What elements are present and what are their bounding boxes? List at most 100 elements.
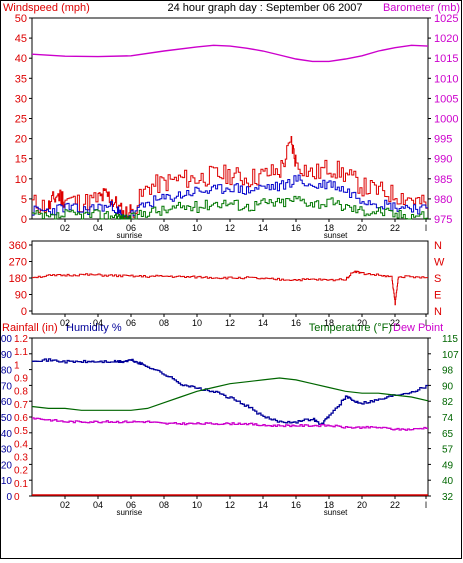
y-right-tick-label: 1020 [434,33,458,45]
rainfall-tick-label: 0.9 [14,374,28,385]
compass-label: S [434,273,441,285]
rainfall-tick-label: 0.3 [14,453,28,464]
y-left-tick-label: 40 [15,53,27,65]
x-tick-label: 08 [159,318,169,328]
rainfall-tick-label: 1 [14,360,20,371]
humidity-tick-label: 20 [1,460,13,471]
x-tick-label: l [425,318,427,328]
wind-average-line [32,174,428,220]
windspeed-axis-title: Windspeed (mph) [3,2,90,14]
y-left-tick-label: 0 [21,306,27,318]
rainfall-tick-label: 0.2 [14,466,28,477]
wind-direction-line [32,270,428,306]
rainfall-tick-label: 0 [14,492,20,503]
x-tick-label: 08 [159,223,169,233]
y-left-tick-label: 90 [15,290,27,302]
x-tick-label: 02 [60,223,70,233]
humidity-tick-label: 10 [1,476,13,487]
x-tick-label: l [425,223,427,233]
x-tick-label: 16 [291,500,301,510]
dewpoint-axis-title: Dew Point [393,322,443,334]
y-right-tick-label: 1025 [434,13,458,25]
x-tick-label: 04 [93,223,103,233]
y-left-tick-label: 10 [15,174,27,186]
sunset-label: sunset [324,508,348,517]
x-tick-label: 18 [324,223,334,233]
rainfall-tick-label: 0.7 [14,400,28,411]
compass-label: N [434,240,442,252]
temperature-tick-label: 98 [442,366,454,377]
y-left-tick-label: 180 [9,273,27,285]
humidity-tick-label: 80 [1,366,13,377]
humidity-tick-label: 70 [1,381,13,392]
y-right-tick-label: 1010 [434,73,458,85]
y-left-tick-label: 270 [9,257,27,269]
y-left-tick-label: 360 [9,240,27,252]
x-tick-label: 02 [60,500,70,510]
x-tick-label: 20 [357,223,367,233]
sunrise-label: sunrise [116,231,142,240]
x-tick-label: l [425,500,427,510]
temperature-tick-label: 82 [442,397,454,408]
rainfall-tick-label: 0.1 [14,479,28,490]
y-right-tick-label: 1015 [434,53,458,65]
humidity-tick-label: 100 [0,334,12,345]
wind-low-line [32,195,428,220]
x-tick-label: 22 [390,223,400,233]
x-tick-label: 14 [258,500,268,510]
x-tick-label: 12 [225,318,235,328]
y-right-tick-label: 980 [434,194,452,206]
x-tick-label: 18 [324,500,334,510]
temperature-tick-label: 90 [442,381,454,392]
x-tick-label: 14 [258,223,268,233]
x-tick-label: 02 [60,318,70,328]
rainfall-tick-label: 0.6 [14,413,28,424]
x-tick-label: 22 [390,318,400,328]
wind-panel: 0510152025303540455097598098599099510001… [15,13,459,240]
humidity-tick-label: 50 [1,413,13,424]
rainfall-tick-label: 0.4 [14,439,28,450]
temperature-tick-label: 115 [442,334,458,345]
y-left-tick-label: 0 [21,214,27,226]
x-tick-label: 12 [225,500,235,510]
y-left-tick-label: 30 [15,93,27,105]
temperature-tick-label: 107 [442,350,459,361]
x-tick-label: 14 [258,318,268,328]
x-tick-label: 10 [192,500,202,510]
humidity-tick-label: 30 [1,445,13,456]
compass-label: N [434,306,442,318]
x-tick-label: 08 [159,500,169,510]
humidity-tick-label: 40 [1,429,13,440]
temperature-tick-label: 32 [442,492,454,503]
dewpoint-line [32,417,428,431]
x-tick-label: 20 [357,318,367,328]
x-tick-label: 06 [126,318,136,328]
y-left-tick-label: 25 [15,114,27,126]
temperature-tick-label: 49 [442,460,454,471]
sunrise-label: sunrise [116,508,142,517]
humidity-panel: 010203040506070809010000.10.20.30.40.50.… [0,334,459,517]
x-tick-label: 10 [192,318,202,328]
x-tick-label: 06 [126,223,136,233]
barometer-line [31,44,429,63]
x-tick-label: 10 [192,223,202,233]
y-left-tick-label: 15 [15,154,27,166]
temperature-tick-label: 57 [442,445,454,456]
humidity-tick-label: 60 [1,397,13,408]
x-tick-label: 20 [357,500,367,510]
y-left-tick-label: 20 [15,134,27,146]
x-tick-label: 16 [291,223,301,233]
humidity-tick-label: 0 [6,492,12,503]
y-left-tick-label: 35 [15,73,27,85]
x-tick-label: 22 [390,500,400,510]
y-right-tick-label: 1000 [434,114,458,126]
x-tick-label: 04 [93,500,103,510]
x-tick-label: 18 [324,318,334,328]
sunset-label: sunset [324,231,348,240]
compass-label: W [434,257,445,269]
humidity-line [32,358,428,425]
humidity-tick-label: 90 [1,350,13,361]
rainfall-tick-label: 1.2 [14,334,28,345]
